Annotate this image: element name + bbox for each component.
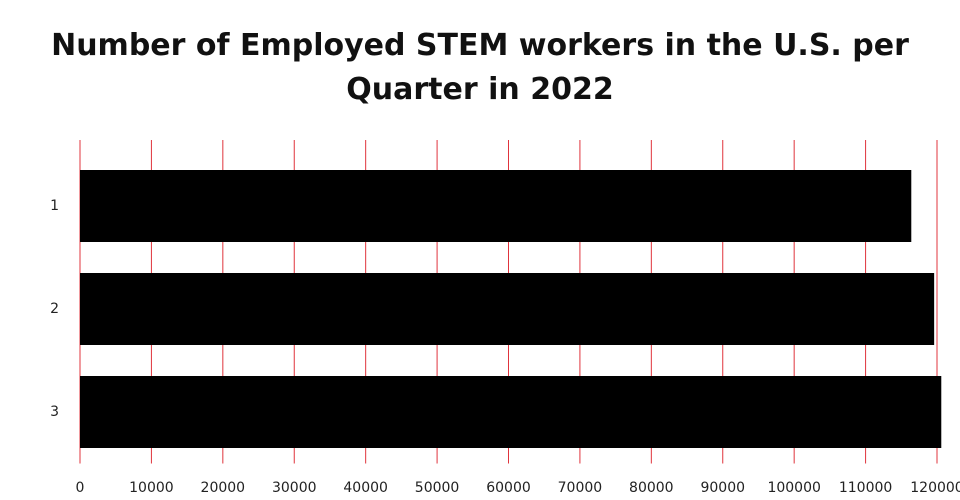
x-tick-label: 20000 bbox=[201, 480, 246, 496]
x-tick-label: 100000 bbox=[767, 480, 820, 496]
x-tick-label: 120000 bbox=[910, 480, 960, 496]
bar bbox=[80, 273, 935, 345]
bar bbox=[80, 376, 942, 448]
x-tick-label: 30000 bbox=[272, 480, 317, 496]
y-tick-label: 3 bbox=[50, 404, 59, 420]
y-tick-label: 2 bbox=[50, 301, 59, 317]
chart-title: Number of Employed STEM workers in the U… bbox=[51, 28, 909, 107]
x-tick-label: 50000 bbox=[415, 480, 460, 496]
x-tick-label: 80000 bbox=[629, 480, 674, 496]
x-tick-label: 70000 bbox=[558, 480, 603, 496]
y-tick-label: 1 bbox=[50, 198, 59, 214]
x-tick-label: 110000 bbox=[839, 480, 892, 496]
bar bbox=[80, 170, 912, 242]
x-tick-label: 10000 bbox=[129, 480, 174, 496]
x-tick-label: 90000 bbox=[700, 480, 745, 496]
x-tick-label: 60000 bbox=[486, 480, 531, 496]
x-tick-label: 40000 bbox=[343, 480, 388, 496]
x-tick-label: 0 bbox=[76, 480, 85, 496]
